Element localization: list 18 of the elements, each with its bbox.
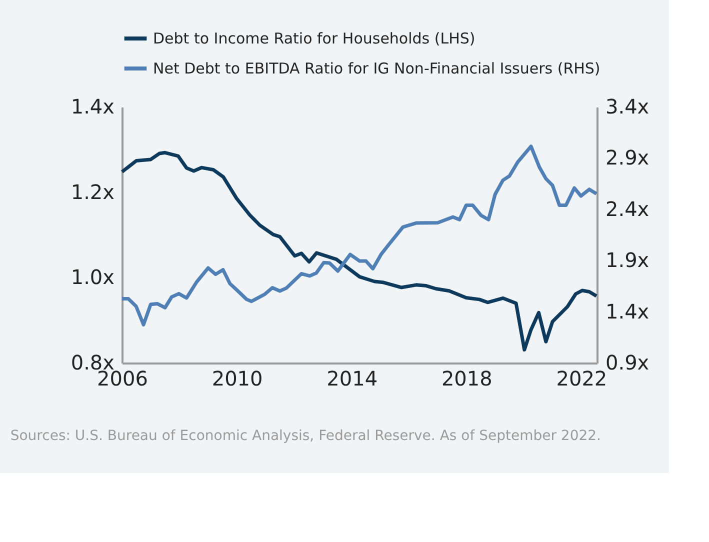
- legend-label: Net Debt to EBITDA Ratio for IG Non-Financial Issuers (RHS): [153, 60, 600, 78]
- y2-tick-label: 0.9x: [606, 350, 650, 374]
- y2-tick-label: 2.4x: [606, 196, 650, 221]
- x-tick-label: 2018: [441, 366, 492, 390]
- y-tick-label: 1.4x: [70, 94, 115, 118]
- x-tick-label: 2022: [556, 366, 608, 390]
- x-tick-label: 2014: [326, 366, 378, 390]
- y-tick-label: 1.0x: [70, 265, 115, 290]
- source-note: Sources: U.S. Bureau of Economic Analysis, Federal Reserve. As of September 2022.: [10, 428, 602, 444]
- y-tick-label: 1.2x: [70, 180, 115, 204]
- legend-label: Debt to Income Ratio for Households (LHS): [153, 30, 476, 48]
- line-series: [120, 150, 598, 352]
- line-series: [120, 144, 598, 326]
- y2-tick-label: 3.4x: [606, 94, 650, 118]
- y2-tick-label: 1.9x: [606, 248, 650, 272]
- x-tick-label: 2010: [212, 366, 263, 390]
- y2-tick-label: 2.9x: [606, 146, 650, 170]
- y2-tick-label: 1.4x: [606, 299, 650, 324]
